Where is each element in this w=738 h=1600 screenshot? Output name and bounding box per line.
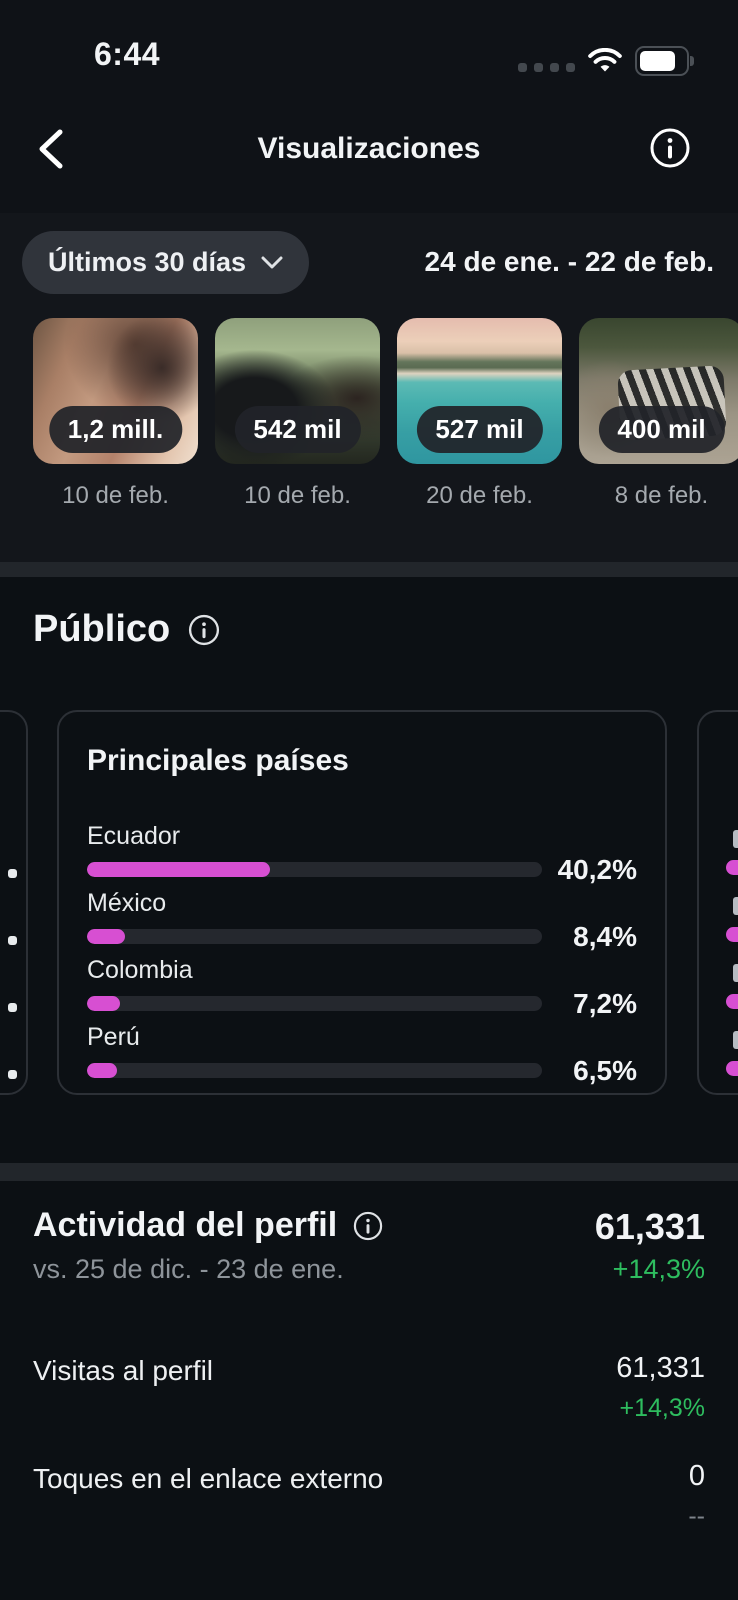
label-fragment	[733, 1031, 738, 1049]
country-bar-fill	[87, 862, 270, 877]
country-bar-fill	[87, 996, 120, 1011]
metric-row: Visitas al perfil 61,331 +14,3%	[33, 1352, 705, 1423]
country-bar-track	[87, 1063, 542, 1078]
media-item[interactable]: 542 mil 10 de feb.	[215, 318, 380, 510]
country-value: 6,5%	[573, 1054, 637, 1086]
metric-label: Visitas al perfil	[33, 1355, 214, 1386]
cellular-signal-icon	[518, 62, 575, 72]
media-date: 20 de feb.	[426, 482, 533, 509]
media-thumbnail-closeup-portrait-makeup[interactable]: 1,2 mill.	[33, 318, 198, 464]
country-row: Perú 6,5%	[87, 1023, 637, 1086]
metric-values: 0 --	[688, 1460, 705, 1531]
media-date: 10 de feb.	[244, 482, 351, 509]
media-thumbnail-two-people-indoors-plants[interactable]: 542 mil	[215, 318, 380, 464]
country-value: 40,2%	[557, 853, 637, 885]
metric-label: Toques en el enlace externo	[33, 1463, 384, 1494]
country-bar-line: 7,2%	[87, 988, 637, 1019]
metric-value: 61,331	[616, 1352, 705, 1384]
country-bar-fill	[726, 1061, 738, 1076]
country-bar-fill	[87, 929, 126, 944]
info-icon[interactable]	[187, 613, 221, 647]
views-badge: 400 mil	[598, 406, 725, 453]
media-thumbnail-beach-resort-turquoise-water[interactable]: 527 mil	[397, 318, 562, 464]
label-fragment	[733, 897, 738, 915]
metric-value: 0	[688, 1460, 705, 1492]
section-divider	[0, 1163, 738, 1181]
profile-activity-header: Actividad del perfil 61,331	[33, 1206, 705, 1248]
media-carousel[interactable]: 1,2 mill. 10 de feb. 542 mil 10 de feb. 527 …	[33, 318, 738, 510]
back-button[interactable]	[30, 124, 76, 174]
comparison-period: vs. 25 de dic. - 23 de ene.	[33, 1254, 344, 1284]
country-bar-track	[87, 929, 542, 944]
profile-activity-title: Actividad del perfil	[33, 1206, 338, 1244]
media-thumbnail-two-people-outdoor-zebra-print[interactable]: 400 mil	[579, 318, 738, 464]
media-date: 10 de feb.	[62, 482, 169, 509]
audience-section-header: Público	[33, 608, 221, 651]
chevron-down-icon	[261, 256, 283, 270]
selected-date-range: 24 de ene. - 22 de feb.	[424, 246, 714, 277]
battery-icon	[635, 46, 694, 76]
country-bar-fill	[726, 860, 738, 875]
media-item[interactable]: 1,2 mill. 10 de feb.	[33, 318, 198, 510]
country-bars: Ecuador 40,2% México 8,4% Colombia 7,2% Perú 6,…	[87, 822, 637, 1086]
audience-card-previous-partial[interactable]	[0, 710, 28, 1095]
info-icon[interactable]	[352, 1210, 384, 1242]
country-value: 8,4%	[573, 920, 637, 952]
audience-section-title: Público	[33, 608, 171, 650]
country-bar-fill	[87, 1063, 117, 1078]
label-fragment	[733, 830, 738, 848]
info-button[interactable]	[648, 126, 692, 170]
country-bar-track	[87, 862, 542, 877]
views-badge: 527 mil	[416, 406, 543, 453]
country-row: México 8,4%	[87, 889, 637, 952]
section-divider	[0, 562, 738, 577]
country-bar-fill	[726, 994, 738, 1009]
top-section-background	[0, 0, 738, 213]
country-bar-line: 8,4%	[87, 921, 637, 952]
country-label: Colombia	[87, 956, 193, 984]
date-range-dropdown-label: Últimos 30 días	[48, 247, 247, 277]
profile-activity-total-change: +14,3%	[612, 1254, 705, 1284]
media-item[interactable]: 527 mil 20 de feb.	[397, 318, 562, 510]
views-badge: 1,2 mill.	[48, 406, 183, 453]
metric-row: Toques en el enlace externo 0 --	[33, 1460, 705, 1531]
media-item[interactable]: 400 mil 8 de feb.	[579, 318, 738, 510]
country-label: Perú	[87, 1023, 140, 1051]
country-bar-track	[87, 996, 542, 1011]
country-row: Colombia 7,2%	[87, 956, 637, 1019]
country-bar-line: 40,2%	[87, 854, 637, 885]
status-icons	[518, 46, 694, 76]
wifi-icon	[587, 47, 623, 75]
metric-change: +14,3%	[619, 1394, 706, 1422]
status-time: 6:44	[94, 36, 161, 72]
country-label: México	[87, 889, 167, 917]
metric-values: 61,331 +14,3%	[616, 1352, 705, 1423]
top-countries-card: Principales países Ecuador 40,2% México 8,4…	[57, 710, 667, 1095]
page-title: Visualizaciones	[257, 132, 481, 165]
date-range-dropdown[interactable]: Últimos 30 días	[22, 231, 310, 294]
audience-card-next-partial[interactable]	[697, 710, 738, 1095]
country-bar-fill	[726, 927, 738, 942]
country-value: 7,2%	[573, 987, 637, 1019]
country-bar-line: 6,5%	[87, 1055, 637, 1086]
views-badge: 542 mil	[234, 406, 361, 453]
country-label: Ecuador	[87, 822, 181, 850]
media-date: 8 de feb.	[614, 482, 709, 509]
metric-change: --	[688, 1502, 705, 1530]
card-title: Principales países	[87, 744, 349, 777]
profile-activity-metrics: Visitas al perfil 61,331 +14,3% Toques en e…	[33, 1352, 705, 1568]
country-row: Ecuador 40,2%	[87, 822, 637, 885]
label-fragment	[733, 964, 738, 982]
profile-activity-total: 61,331	[594, 1206, 705, 1247]
profile-activity-subheader: vs. 25 de dic. - 23 de ene. +14,3%	[33, 1254, 705, 1285]
